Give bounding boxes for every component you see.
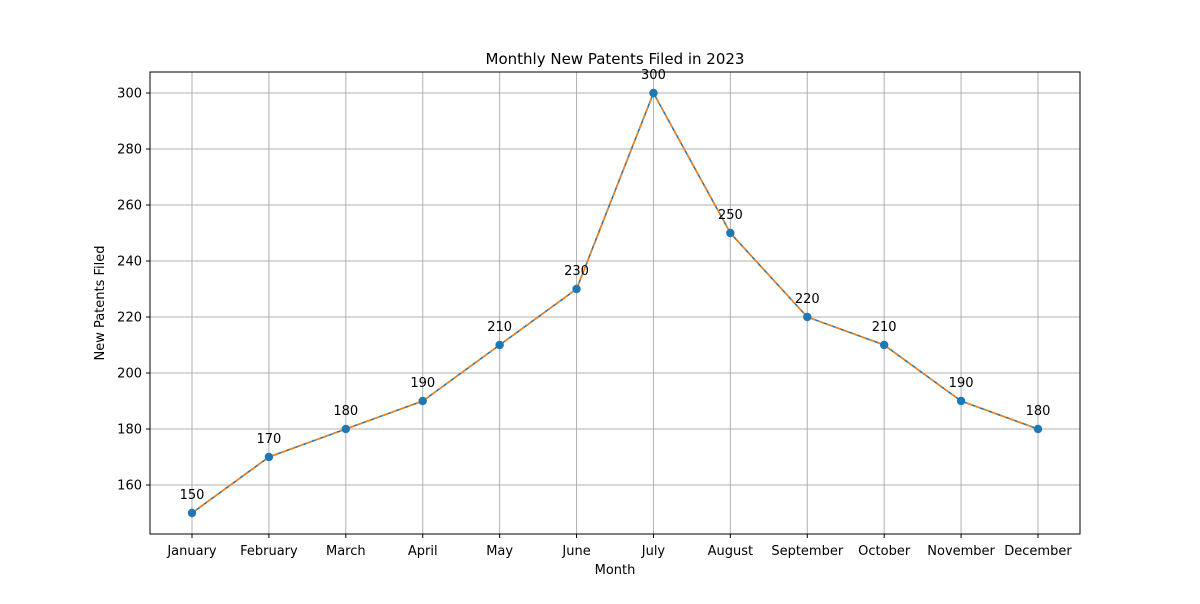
data-point: [803, 312, 812, 322]
data-point: [495, 340, 504, 350]
data-point: [187, 508, 197, 518]
y-tick-label: 180: [117, 423, 142, 438]
series-line-dashed: [191, 91, 1039, 514]
x-tick-label: December: [1004, 544, 1072, 559]
data-label: 150: [180, 488, 205, 503]
series-line-layer: [191, 91, 1039, 514]
x-tick-label: February: [240, 544, 298, 559]
data-point: [418, 396, 427, 406]
x-tick-label: November: [927, 544, 995, 559]
y-tick-label: 160: [117, 479, 142, 494]
x-tick-label: September: [771, 544, 844, 559]
data-point: [649, 88, 658, 98]
x-tick-label: March: [326, 544, 366, 559]
x-tick-label: June: [561, 544, 590, 559]
axes-frame: [149, 71, 1081, 535]
series-line-solid: [191, 91, 1039, 514]
data-point: [956, 396, 966, 406]
data-label: 230: [564, 264, 589, 279]
data-label: 210: [487, 320, 512, 335]
grid-lines: [150, 72, 1080, 534]
data-point: [264, 452, 274, 462]
x-axis-label: Month: [595, 563, 636, 578]
x-tick-label: May: [486, 544, 513, 559]
tick-labels: January February March April May June July Augu…: [117, 87, 1072, 560]
y-tick-label: 280: [117, 143, 142, 158]
y-tick-label: 220: [117, 311, 142, 326]
data-label: 190: [949, 376, 974, 391]
data-label: 170: [256, 432, 281, 447]
y-tick-label: 200: [117, 367, 142, 382]
data-label: 180: [333, 404, 358, 419]
x-tick-label: July: [641, 544, 666, 559]
data-point: [572, 284, 581, 294]
y-tick-label: 300: [117, 87, 142, 102]
data-label: 220: [795, 292, 820, 307]
y-tick-label: 240: [117, 255, 142, 270]
chart-title: Monthly New Patents Filed in 2023: [486, 50, 745, 68]
data-point: [726, 228, 735, 238]
data-label: 210: [872, 320, 897, 335]
data-point: [1033, 424, 1043, 434]
x-tick-label: April: [408, 544, 438, 559]
data-point: [879, 340, 889, 350]
data-label: 300: [641, 68, 666, 83]
data-labels: 150 170 180 190 210 230 300 250 220 210 190 180: [180, 68, 1051, 503]
x-tick-label: August: [708, 544, 754, 559]
data-point: [341, 424, 351, 434]
plot-frame: [149, 71, 1081, 535]
data-label: 250: [718, 208, 743, 223]
marker-layer: [187, 88, 1043, 518]
x-tick-label: January: [166, 544, 217, 559]
y-tick-label: 260: [117, 199, 142, 214]
x-tick-label: October: [858, 544, 911, 559]
data-label: 190: [410, 376, 435, 391]
data-label: 180: [1026, 404, 1051, 419]
y-axis-label: New Patents Filed: [93, 245, 108, 360]
